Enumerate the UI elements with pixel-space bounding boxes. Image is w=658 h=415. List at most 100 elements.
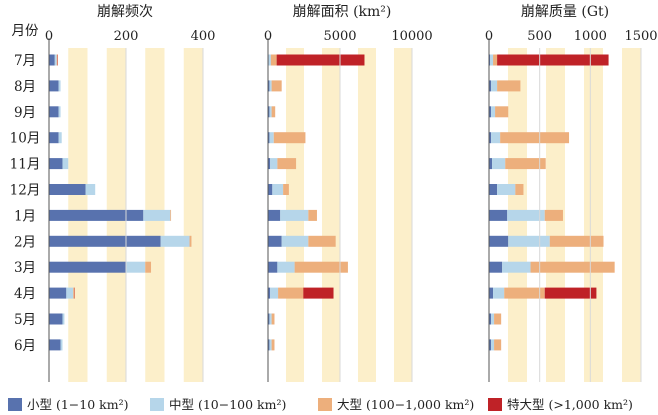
legend-swatch-large: [318, 398, 332, 411]
bar-segment-medium: [54, 54, 57, 66]
bar-segment-small: [489, 313, 492, 325]
bar-segment-medium: [269, 106, 272, 118]
axis-layer: [48, 38, 642, 382]
bar-segment-medium: [497, 184, 516, 195]
bar-segment-small: [268, 313, 270, 325]
bar-segment-medium: [491, 106, 496, 118]
panel-title-frequency: 崩解频次: [97, 4, 153, 20]
tick-label: 200: [114, 29, 139, 44]
month-label: 12月: [10, 183, 41, 199]
bar-segment-large: [504, 287, 545, 299]
bar-segment-small: [268, 287, 271, 299]
bar-segment-medium: [62, 158, 69, 170]
bar-segment-large: [270, 54, 277, 66]
bar-segment-small: [489, 106, 492, 118]
bar-segment-medium: [268, 54, 271, 66]
bar-segment-small: [489, 158, 493, 170]
bar-segment-small: [49, 158, 63, 170]
bar-segment-large: [495, 106, 509, 118]
bar-segment-medium: [281, 235, 309, 247]
bar-segment-large: [277, 158, 297, 170]
bar-segment-small: [489, 80, 492, 92]
month-label: 1月: [14, 208, 36, 224]
bar-segment-small: [49, 235, 161, 247]
bar-segment-small: [268, 235, 282, 247]
bar-segment-small: [268, 106, 270, 118]
bar-segment-medium: [66, 287, 74, 299]
month-label: 8月: [14, 79, 36, 95]
month-label: 10月: [10, 131, 41, 147]
bar-segment-medium: [502, 261, 531, 273]
bar-segment-large: [271, 313, 275, 325]
bar-segment-medium: [269, 339, 272, 351]
bar-segment-small: [489, 54, 491, 66]
bar-segment-medium: [491, 339, 495, 351]
bar-segment-medium: [493, 287, 505, 299]
bar-segment-small: [49, 184, 86, 195]
bar-segment-medium: [490, 54, 494, 66]
bar-segment-large: [505, 158, 546, 170]
bar-segment-small: [489, 184, 498, 195]
bar-segment-small: [268, 209, 281, 221]
bar-segment-medium: [62, 313, 65, 325]
tick-label: 5000: [323, 29, 356, 44]
bar-segment-large: [530, 261, 615, 273]
bar-segment-small: [489, 235, 509, 247]
bar-segment-xlarge: [544, 287, 597, 299]
bar-segment-medium: [507, 209, 545, 221]
bar-segment-medium: [160, 235, 190, 247]
legend-label-large: 大型 (100−1,000 km²): [337, 397, 474, 412]
bar-segment-xlarge: [497, 54, 609, 66]
legend-label-small: 小型 (1−10 km²): [27, 397, 128, 412]
bar-segment-large: [308, 209, 317, 221]
bar-segment-medium: [491, 132, 501, 144]
bar-segment-medium: [58, 80, 61, 92]
bar-segment-large: [294, 261, 348, 273]
bar-segment-large: [493, 54, 498, 66]
month-label: 4月: [14, 286, 36, 302]
bar-segment-large: [271, 339, 275, 351]
background-band: [358, 48, 376, 382]
bar-segment-xlarge: [276, 54, 365, 66]
tick-label: 0: [45, 29, 53, 44]
bar-segment-small: [49, 261, 126, 273]
bar-segment-large: [500, 132, 570, 144]
background-band: [394, 48, 412, 382]
tick-label: 1000: [574, 29, 607, 44]
tick-labels: 0 200 400 0 5000 10000 0 500 1000 1500: [45, 29, 658, 44]
legend-label-xlarge: 特大型 (>1,000 km²): [507, 397, 633, 412]
bar-segment-large: [271, 106, 276, 118]
bar-layer: [49, 54, 615, 351]
background-band: [322, 48, 340, 382]
bar-segment-large: [170, 209, 172, 221]
tick-label: 400: [191, 29, 216, 44]
bar-segment-small: [489, 209, 508, 221]
month-label: 7月: [14, 53, 36, 69]
bar-segment-large: [278, 287, 304, 299]
bar-segment-medium: [58, 132, 62, 144]
bar-segment-large: [283, 184, 289, 195]
month-labels: 7月 8月 9月 10月 11月 12月 1月 2月 3月 4月 5月 6月: [10, 53, 41, 354]
bar-segment-medium: [492, 158, 506, 170]
bar-segment-medium: [270, 287, 279, 299]
bar-segment-small: [49, 209, 144, 221]
bar-segment-medium: [491, 313, 495, 325]
bar-segment-small: [268, 339, 270, 351]
bar-segment-large: [145, 261, 152, 273]
bar-segment-large: [544, 209, 563, 221]
bar-segment-small: [268, 158, 271, 170]
bar-segment-small: [49, 54, 55, 66]
legend-swatch-medium: [150, 398, 164, 411]
bar-segment-medium: [85, 184, 96, 195]
bar-segment-large: [189, 235, 192, 247]
panel-title-area: 崩解面积 (km²): [293, 4, 392, 20]
tick-label: 0: [264, 29, 272, 44]
tick-label: 10000: [391, 29, 432, 44]
bar-segment-medium: [60, 339, 63, 351]
bar-segment-medium: [277, 261, 295, 273]
bar-segment-small: [268, 132, 270, 144]
month-label: 5月: [14, 312, 36, 328]
bar-segment-small: [489, 261, 503, 273]
bar-segment-medium: [143, 209, 171, 221]
